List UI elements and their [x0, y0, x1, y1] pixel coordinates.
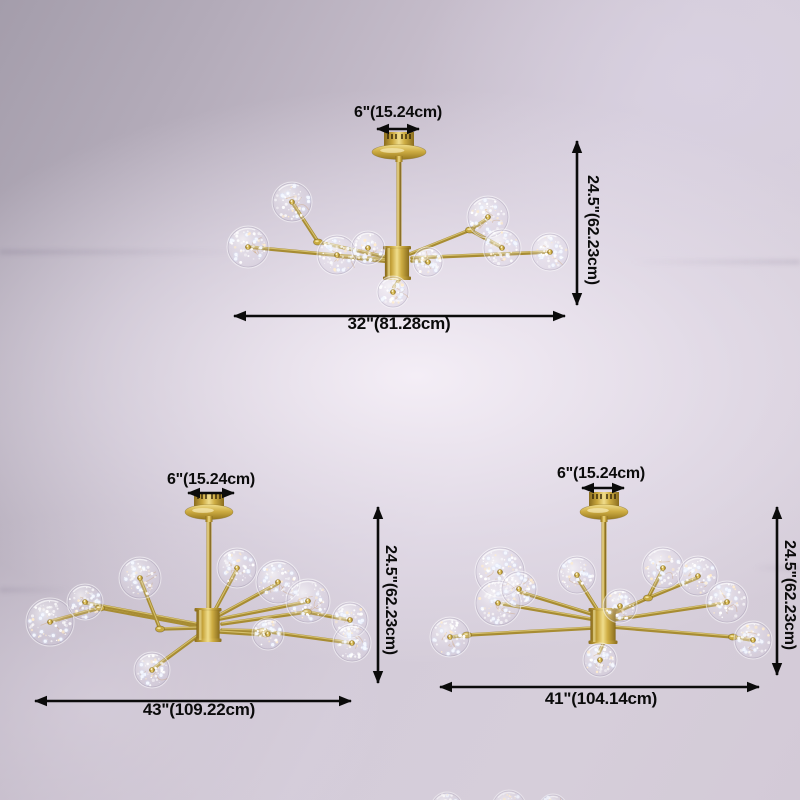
- height-label-left: 24.5"(62.23cm): [382, 545, 399, 655]
- width-arrow-top: [233, 310, 566, 322]
- width-label-left: 43"(109.22cm): [142, 700, 256, 719]
- canopy-width-label-left: 6"(15.24cm): [166, 471, 256, 488]
- canopy-width-arrow-left: [187, 487, 235, 499]
- chandelier-43in: [25, 492, 372, 689]
- width-label-top: 32"(81.28cm): [347, 314, 451, 333]
- height-label-right: 24.5"(62.23cm): [781, 540, 798, 650]
- width-arrow-left: [34, 695, 352, 707]
- canopy-width-arrow-right: [581, 482, 625, 494]
- partial-chandelier-bottom-edge: [432, 789, 566, 800]
- chandelier-41in: [429, 492, 773, 678]
- canopy-width-label-top: 6"(15.24cm): [353, 104, 443, 121]
- width-arrow-right: [439, 681, 760, 693]
- height-arrow-right: [771, 506, 783, 676]
- height-label-top: 24.5"(62.23cm): [584, 175, 601, 285]
- chandelier-32in: [226, 132, 570, 309]
- width-label-right: 41"(104.14cm): [544, 689, 658, 708]
- height-arrow-left: [372, 506, 384, 684]
- canopy-width-label-right: 6"(15.24cm): [556, 465, 646, 482]
- height-arrow-top: [571, 140, 583, 306]
- canopy-width-arrow-top: [376, 123, 420, 135]
- dimension-annotations: [34, 123, 783, 707]
